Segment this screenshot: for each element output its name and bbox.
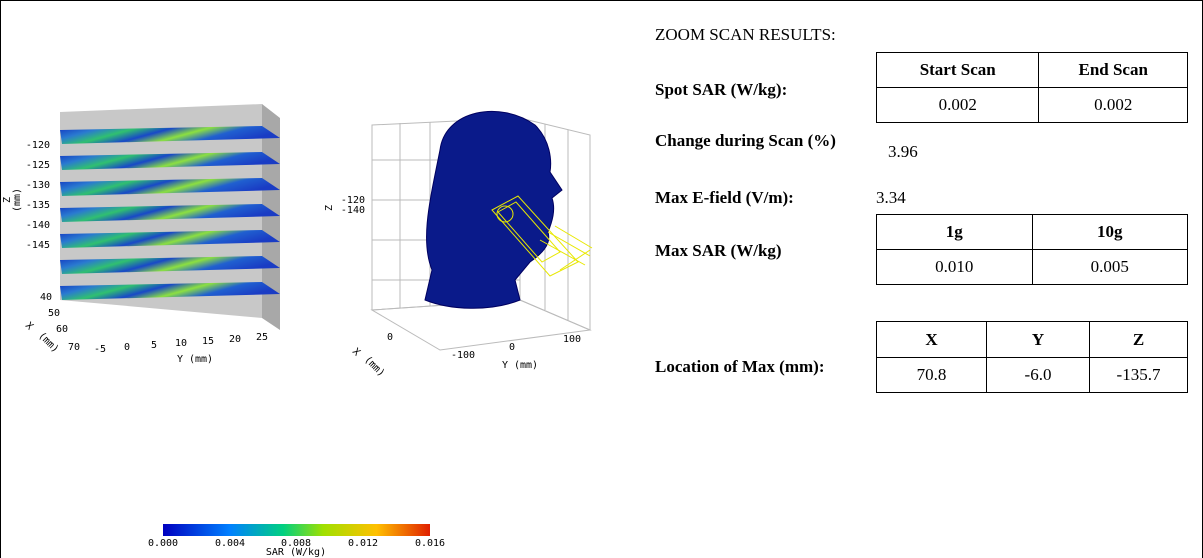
plots: -120 -125 -130 -135 -140 -145 Z (mm) 40 … [2,104,593,558]
y-tick: 25 [256,332,268,343]
value: -6.0 [986,357,1090,393]
colorbar-tick: 0.012 [348,538,378,549]
y-tick: 10 [175,338,187,349]
z-unit: (mm) [12,188,23,212]
head [424,110,563,309]
x-tick: 50 [48,308,60,319]
value: 0.002 [1038,87,1188,123]
header: Start Scan [875,52,1040,88]
x-tick: 0 [387,332,393,343]
z-tick: -130 [26,180,50,191]
z-tick: -120 [26,140,50,151]
max-sar-label: Max SAR (W/kg) [655,241,782,260]
y-tick: 0 [509,342,515,353]
y-tick: 100 [563,334,581,345]
colorbar-tick: 0.016 [415,538,445,549]
header: Z [1089,321,1188,358]
y-label: Y (mm) [502,360,538,371]
x-unit: (mm) [362,354,387,379]
sar-plane [60,230,280,248]
sar-plane [60,178,280,196]
z-label: Z [324,205,335,211]
y-tick: -100 [451,350,475,361]
left-plot: -120 -125 -130 -135 -140 -145 Z (mm) 40 … [2,104,280,365]
colorbar [163,524,430,536]
z-tick: -135 [26,200,50,211]
header: Y [986,321,1090,358]
value: 0.010 [876,249,1033,285]
header: 1g [876,214,1033,250]
x-label: X [23,320,35,332]
header: 10g [1031,214,1188,250]
y-tick: -5 [94,344,106,355]
x-tick: 60 [56,324,68,335]
z-tick: -125 [26,160,50,171]
results-title: ZOOM SCAN RESULTS: [655,25,836,44]
y-tick: 5 [151,340,157,351]
spot-sar-table: Start Scan End Scan 0.002 0.002 [875,52,1188,123]
z-tick: -145 [26,240,50,251]
y-label: Y (mm) [177,354,213,365]
change-value: 3.96 [888,142,918,161]
x-tick: 40 [40,292,52,303]
z-tick: -140 [26,220,50,231]
value: -135.7 [1089,357,1188,393]
colorbar-label: SAR (W/kg) [266,547,326,558]
y-tick: 0 [124,342,130,353]
phone [491,195,593,277]
max-e-value: 3.34 [876,188,906,207]
sar-plane [60,126,280,144]
value: 0.002 [875,87,1040,123]
z-tick: -140 [341,205,365,216]
spot-sar-label: Spot SAR (W/kg): [655,80,788,99]
y-tick: 15 [202,336,214,347]
sar-plane [60,152,280,170]
max-e-label: Max E-field (V/m): [655,188,794,207]
colorbar-tick: 0.004 [215,538,245,549]
value: 0.005 [1031,249,1188,285]
location-label: Location of Max (mm): [655,357,825,376]
value: 70.8 [876,357,987,393]
z-tick: -120 [341,195,365,206]
header: End Scan [1038,52,1188,88]
x-label: X [350,346,362,358]
colorbar-tick: 0.000 [148,538,178,549]
sar-plane [60,256,280,274]
z-label: Z [2,197,13,203]
max-sar-table: 1g 10g 0.010 0.005 [876,214,1188,285]
y-tick: 20 [229,334,241,345]
change-label: Change during Scan (%) [655,131,836,150]
x-tick: 70 [68,342,80,353]
sar-plane [60,282,280,300]
sar-plane [60,204,280,222]
header: X [876,321,987,358]
colorbar-tick: 0.008 [281,538,311,549]
